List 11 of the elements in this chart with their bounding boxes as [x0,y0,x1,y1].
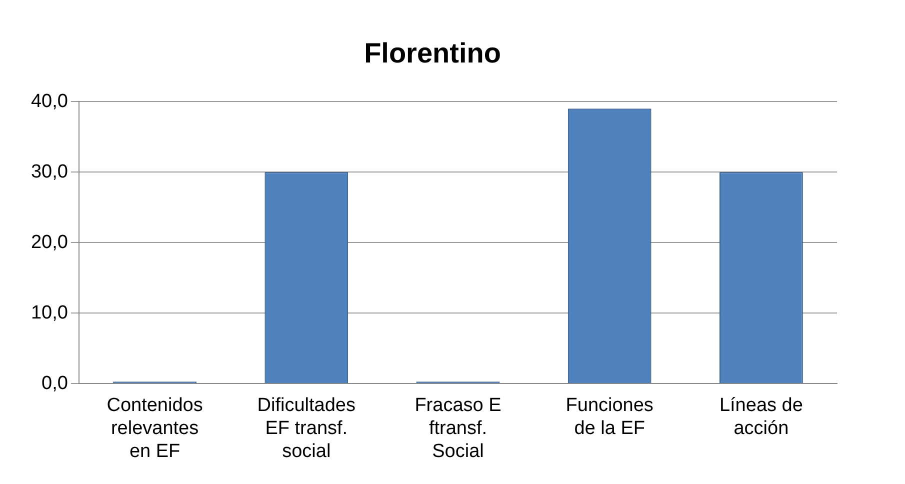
x-tick-label: Dificultades EF transf. social [257,395,356,462]
y-tick-label: 40,0 [30,90,68,112]
x-tick-label: Fracaso E ftransf. Social [414,395,502,462]
x-tick-label: Funciones de la EF [566,395,654,440]
x-tick-label: Líneas de acción [719,395,803,440]
y-tick-label: 20,0 [30,232,68,253]
y-tick-label: 10,0 [30,302,68,324]
x-tick-label: Contenidos relevantes en EF [106,395,203,462]
chart-title: Florentino [364,38,501,69]
y-tick-label: 30,0 [30,161,68,182]
y-tick-label: 0,0 [42,372,68,394]
